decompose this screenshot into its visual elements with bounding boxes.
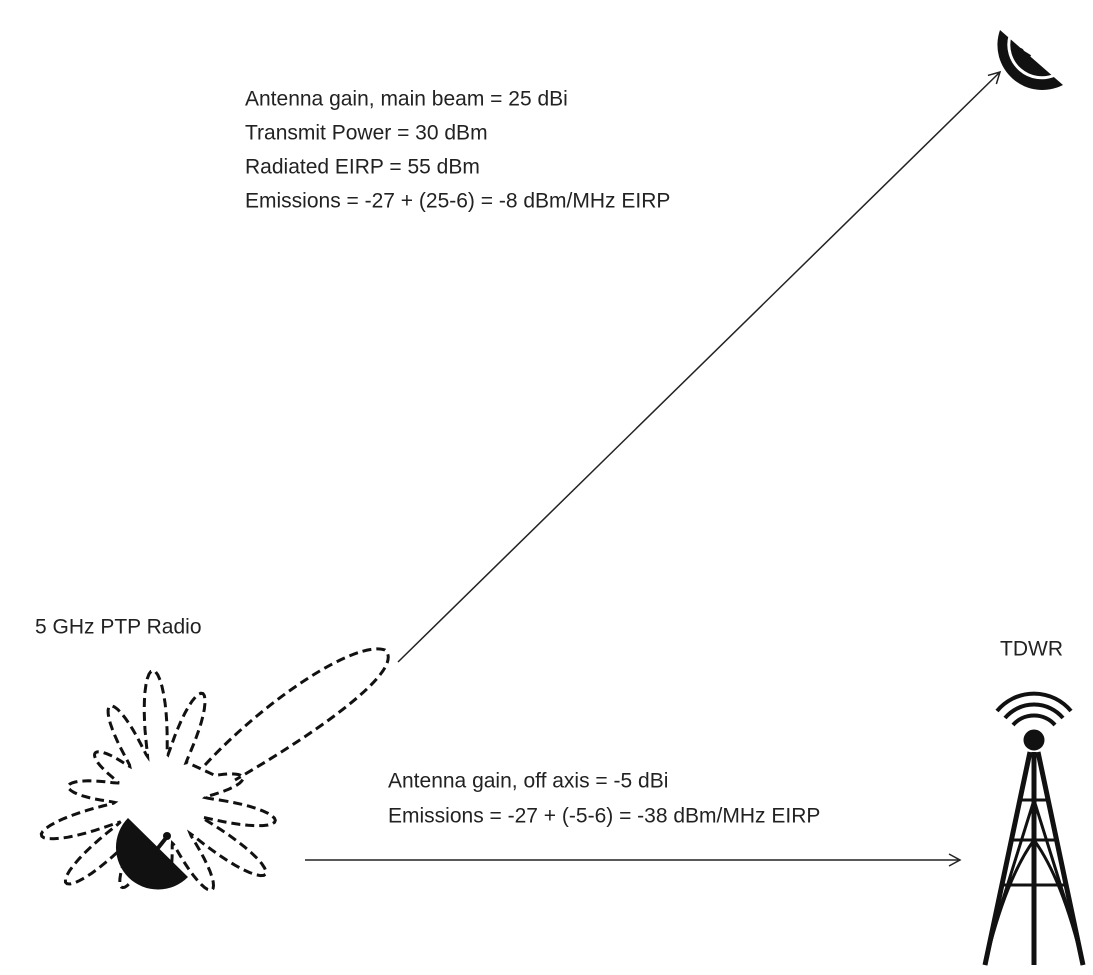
main-beam-line: Antenna gain, main beam = 25 dBi: [245, 88, 568, 111]
radio-dish: [116, 818, 188, 890]
diagram: Antenna gain, main beam = 25 dBi Transmi…: [0, 0, 1093, 975]
main-lobe: [205, 649, 388, 780]
tdwr-tower: [985, 694, 1083, 965]
main-beam-arrow: [398, 72, 1000, 662]
main-beam-line: Radiated EIRP = 55 dBm: [245, 156, 480, 179]
off-axis-line: Emissions = -27 + (-5-6) = -38 dBm/MHz E…: [388, 805, 820, 828]
tdwr-label: TDWR: [1000, 638, 1063, 661]
radio-label: 5 GHz PTP Radio: [35, 616, 202, 639]
radiation-pattern: [41, 649, 388, 890]
main-beam-line: Transmit Power = 30 dBm: [245, 122, 488, 145]
main-beam-line: Emissions = -27 + (25-6) = -8 dBm/MHz EI…: [245, 190, 670, 213]
remote-dish: [997, 30, 1063, 90]
off-axis-line: Antenna gain, off axis = -5 dBi: [388, 770, 668, 793]
